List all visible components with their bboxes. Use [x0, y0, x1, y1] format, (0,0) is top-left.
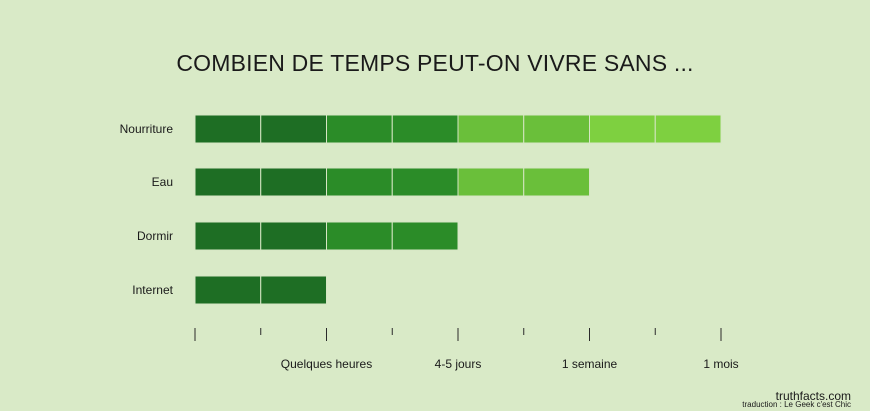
- category-label-dormir: Dormir: [137, 229, 173, 243]
- bar-segment-nourriture-5: [457, 114, 525, 144]
- translation-credit: traduction : Le Geek c'est Chic: [742, 400, 851, 409]
- bar-segment-dormir-3: [326, 221, 393, 251]
- bar-segment-eau-1: [194, 167, 262, 197]
- bar-segment-dormir-2: [260, 221, 327, 251]
- category-label-nourriture: Nourriture: [120, 122, 174, 136]
- bar-segment-eau-2: [260, 167, 327, 197]
- bar-segment-eau-5: [457, 167, 525, 197]
- bar-segment-internet-2: [260, 275, 327, 305]
- bar-segment-dormir-1: [194, 221, 262, 251]
- x-tick-label-4: 1 mois: [703, 357, 738, 371]
- category-label-internet: Internet: [132, 283, 173, 297]
- bar-segment-eau-6: [523, 167, 590, 197]
- bar-segment-nourriture-8: [654, 114, 722, 144]
- bar-segment-nourriture-7: [589, 114, 656, 144]
- bar-segment-eau-3: [326, 167, 393, 197]
- bar-segment-internet-1: [194, 275, 262, 305]
- bar-segment-nourriture-4: [391, 114, 459, 144]
- bar-segment-nourriture-1: [194, 114, 262, 144]
- bar-segment-nourriture-3: [326, 114, 393, 144]
- x-tick-label-1: Quelques heures: [281, 357, 372, 371]
- category-label-eau: Eau: [152, 175, 173, 189]
- source-credit: truthfacts.com: [775, 389, 851, 403]
- chart-title: COMBIEN DE TEMPS PEUT-ON VIVRE SANS ...: [176, 50, 694, 76]
- bar-segment-nourriture-6: [523, 114, 590, 144]
- bar-segment-eau-4: [391, 167, 459, 197]
- x-tick-label-2: 4-5 jours: [435, 357, 482, 371]
- bar-segment-dormir-4: [391, 221, 459, 251]
- x-tick-label-3: 1 semaine: [562, 357, 618, 371]
- bar-segment-nourriture-2: [260, 114, 327, 144]
